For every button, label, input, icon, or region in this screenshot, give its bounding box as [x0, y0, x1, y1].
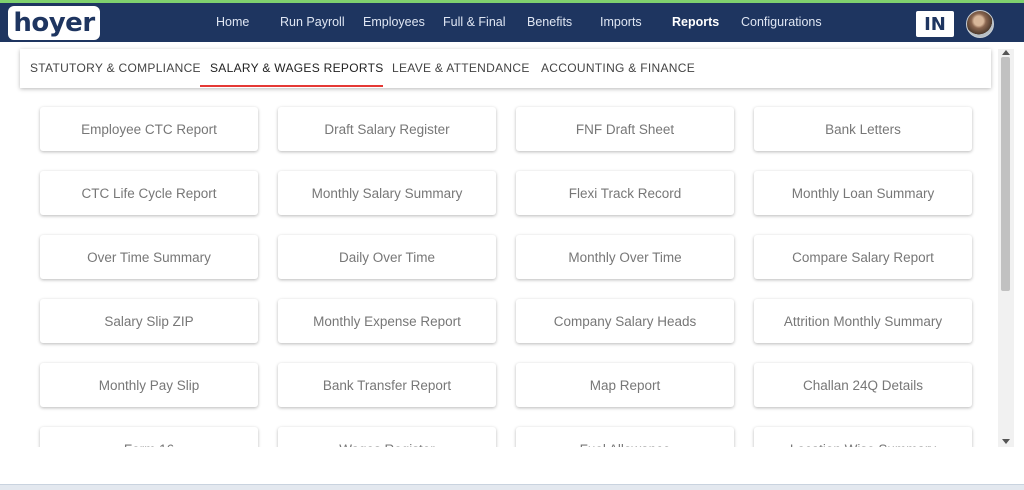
- report-card[interactable]: Employee CTC Report: [40, 107, 258, 151]
- top-navbar: hoyer Home Run Payroll Employees Full & …: [0, 3, 1024, 42]
- report-card[interactable]: Company Salary Heads: [516, 299, 734, 343]
- brand-logo-text: hoyer: [13, 8, 95, 38]
- report-card[interactable]: Compare Salary Report: [754, 235, 972, 279]
- report-card[interactable]: CTC Life Cycle Report: [40, 171, 258, 215]
- vertical-scrollbar[interactable]: [998, 49, 1014, 447]
- report-card[interactable]: Form 16: [40, 427, 258, 447]
- report-card[interactable]: Monthly Salary Summary: [278, 171, 496, 215]
- report-card[interactable]: Location Wise Summary: [754, 427, 972, 447]
- report-card[interactable]: Draft Salary Register: [278, 107, 496, 151]
- report-card[interactable]: Attrition Monthly Summary: [754, 299, 972, 343]
- bottom-bar: [0, 484, 1024, 490]
- top-accent-strip: [0, 0, 1024, 3]
- nav-home[interactable]: Home: [216, 15, 250, 29]
- report-card[interactable]: Monthly Loan Summary: [754, 171, 972, 215]
- tab-salary-wages-reports[interactable]: SALARY & WAGES REPORTS: [210, 61, 384, 75]
- report-card[interactable]: Bank Transfer Report: [278, 363, 496, 407]
- nav-reports[interactable]: Reports: [672, 15, 720, 29]
- report-card[interactable]: Over Time Summary: [40, 235, 258, 279]
- report-card[interactable]: Bank Letters: [754, 107, 972, 151]
- report-card[interactable]: Wages Register: [278, 427, 496, 447]
- nav-employees[interactable]: Employees: [363, 15, 425, 29]
- report-card[interactable]: Monthly Expense Report: [278, 299, 496, 343]
- report-card[interactable]: Fuel Allowance: [516, 427, 734, 447]
- report-card[interactable]: FNF Draft Sheet: [516, 107, 734, 151]
- nav-run-payroll[interactable]: Run Payroll: [280, 15, 345, 29]
- report-card[interactable]: Salary Slip ZIP: [40, 299, 258, 343]
- tab-statutory-compliance[interactable]: STATUTORY & COMPLIANCE: [30, 61, 201, 75]
- country-badge[interactable]: IN: [916, 11, 954, 37]
- scroll-up-icon[interactable]: [1002, 50, 1010, 55]
- user-avatar[interactable]: [966, 10, 994, 38]
- scroll-down-icon[interactable]: [1002, 439, 1010, 444]
- report-category-tabs: STATUTORY & COMPLIANCE SALARY & WAGES RE…: [20, 49, 991, 88]
- report-card[interactable]: Challan 24Q Details: [754, 363, 972, 407]
- report-card[interactable]: Monthly Pay Slip: [40, 363, 258, 407]
- report-card[interactable]: Flexi Track Record: [516, 171, 734, 215]
- report-card[interactable]: Map Report: [516, 363, 734, 407]
- nav-full-and-final[interactable]: Full & Final: [443, 15, 506, 29]
- nav-benefits[interactable]: Benefits: [527, 15, 573, 29]
- report-card[interactable]: Monthly Over Time: [516, 235, 734, 279]
- tab-leave-attendance[interactable]: LEAVE & ATTENDANCE: [392, 61, 530, 75]
- tab-accounting-finance[interactable]: ACCOUNTING & FINANCE: [541, 61, 696, 75]
- brand-logo[interactable]: hoyer: [8, 6, 100, 40]
- scrollbar-thumb[interactable]: [1001, 57, 1010, 291]
- nav-imports[interactable]: Imports: [600, 15, 642, 29]
- report-card-grid: Employee CTC Report Draft Salary Registe…: [0, 95, 998, 447]
- nav-configurations[interactable]: Configurations: [741, 15, 822, 29]
- report-card[interactable]: Daily Over Time: [278, 235, 496, 279]
- active-tab-indicator: [200, 85, 383, 87]
